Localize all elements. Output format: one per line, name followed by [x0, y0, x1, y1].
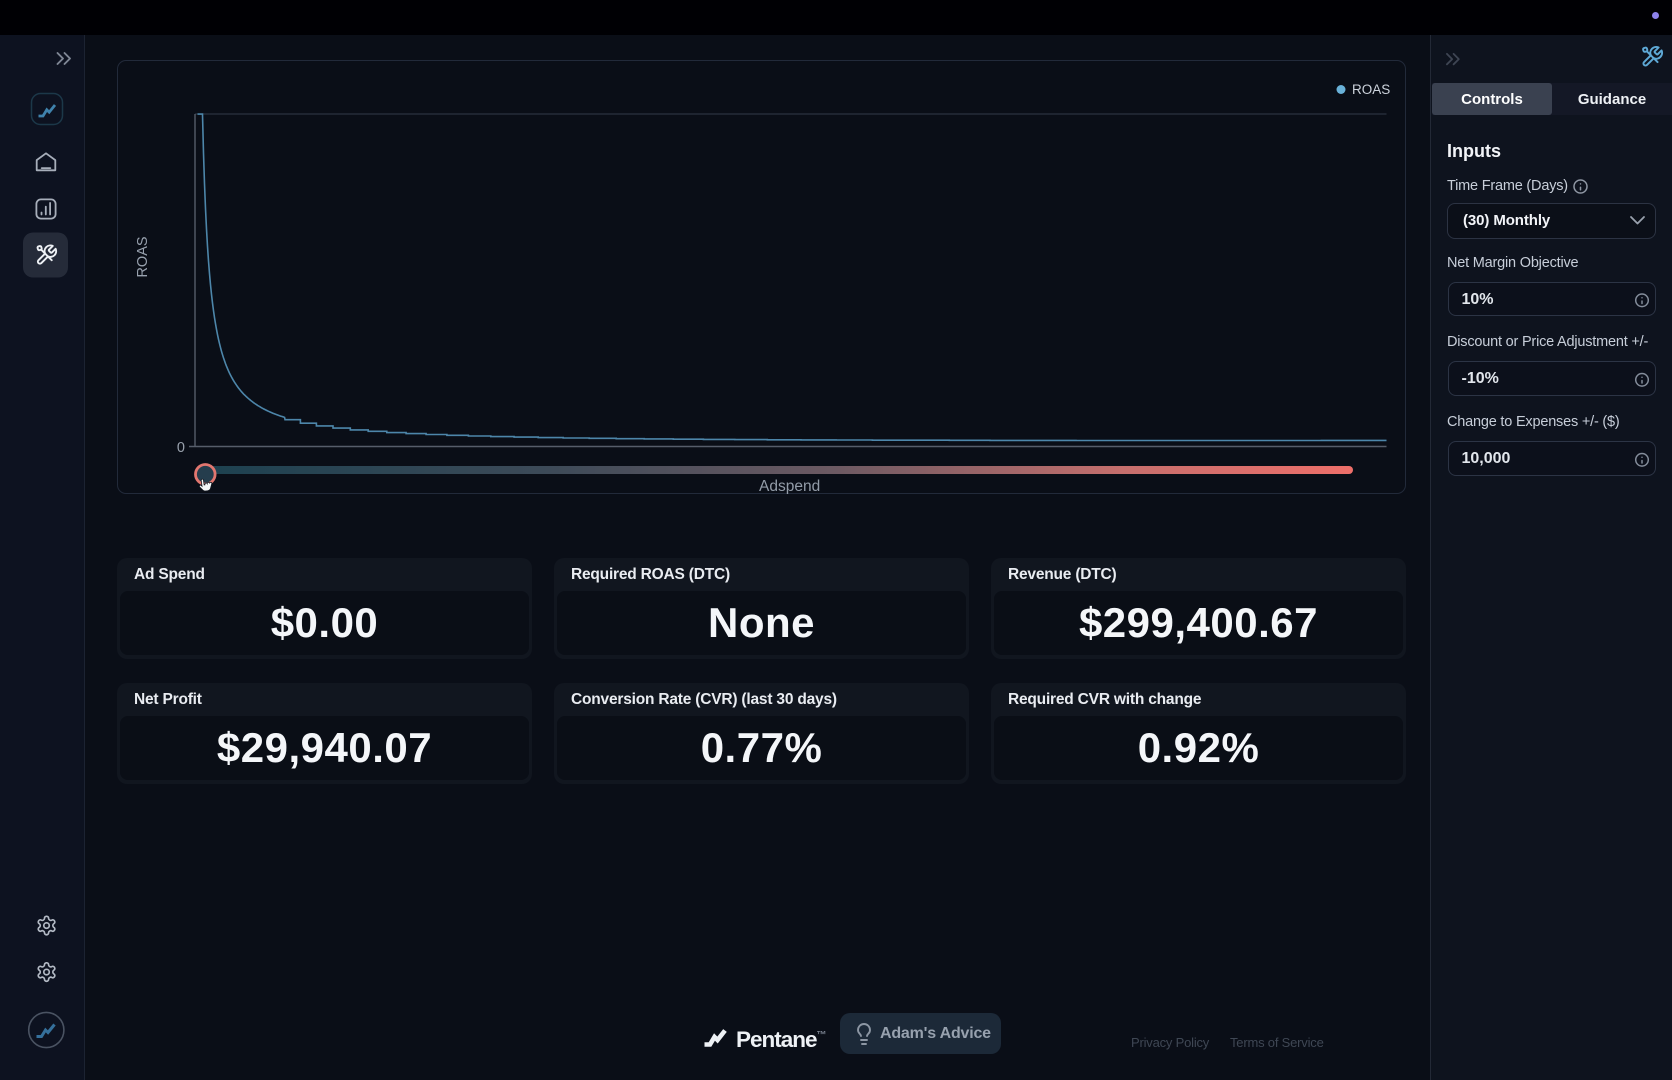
svg-text:ROAS: ROAS: [1352, 82, 1390, 97]
svg-text:ROAS: ROAS: [135, 236, 151, 277]
svg-text:Adspend: Adspend: [759, 478, 820, 494]
svg-text:0: 0: [177, 440, 185, 456]
